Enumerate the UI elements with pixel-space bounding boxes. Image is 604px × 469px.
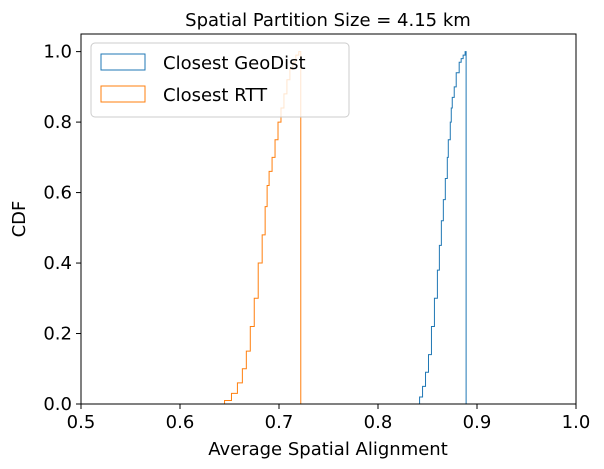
y-axis-title: CDF xyxy=(9,201,30,238)
x-tick-label: 0.5 xyxy=(67,412,96,433)
y-tick-label: 0.8 xyxy=(43,112,72,133)
axes-frame xyxy=(80,33,577,405)
x-tick-label: 0.7 xyxy=(265,412,294,433)
y-tick-label: 1.0 xyxy=(43,42,72,63)
x-axis-title: Average Spatial Alignment xyxy=(208,439,448,460)
x-tick-label: 1.0 xyxy=(562,412,591,433)
y-axis-ticks: 0.0 0.2 0.4 0.6 0.8 1.0 xyxy=(43,42,81,415)
legend: Closest GeoDist Closest RTT xyxy=(90,42,350,118)
y-tick-label: 0.0 xyxy=(43,394,72,415)
x-tick-label: 0.8 xyxy=(364,412,393,433)
series-line-closest-geodist xyxy=(417,51,467,405)
legend-label-closest-rtt: Closest RTT xyxy=(163,85,268,106)
x-tick-label: 0.9 xyxy=(463,412,492,433)
legend-swatch-closest-geodist xyxy=(100,53,146,71)
y-tick-label: 0.2 xyxy=(43,324,72,345)
legend-frame xyxy=(90,42,350,118)
legend-label-closest-geodist: Closest GeoDist xyxy=(163,53,306,74)
legend-swatch-closest-rtt xyxy=(100,85,146,103)
x-axis-ticks: 0.5 0.6 0.7 0.8 0.9 1.0 xyxy=(67,404,591,433)
x-tick-label: 0.6 xyxy=(166,412,195,433)
chart-title: Spatial Partition Size = 4.15 km xyxy=(185,10,471,31)
y-tick-label: 0.4 xyxy=(43,253,72,274)
y-tick-label: 0.6 xyxy=(43,183,72,204)
